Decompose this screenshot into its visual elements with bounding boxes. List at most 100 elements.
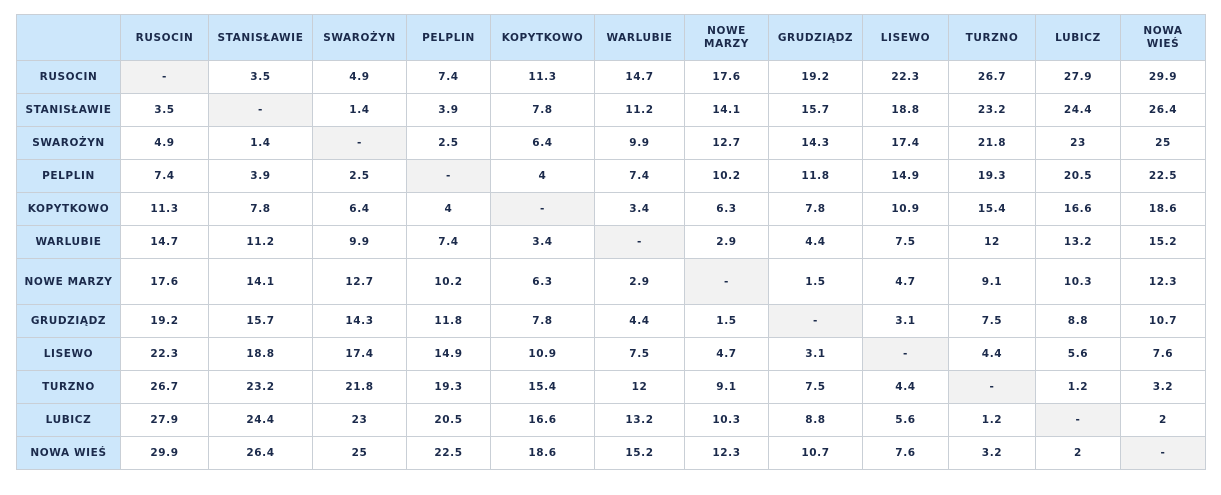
distance-cell: 15.4 — [490, 370, 595, 404]
row-header: LISEWO — [16, 337, 121, 371]
distance-cell: 21.8 — [948, 126, 1036, 160]
table-row: RUSOCIN -3.5 4.9 7.4 11.3 14.7 17.6 19.2 22.3 26.… — [16, 60, 1206, 94]
distance-cell: 15.7 — [208, 304, 313, 338]
row-header: NOWA WIEŚ — [16, 436, 121, 470]
distance-cell: 13.2 — [1035, 225, 1121, 259]
distance-cell: 26.7 — [948, 60, 1036, 94]
distance-cell: 7.4 — [594, 159, 685, 193]
distance-cell: - — [1035, 403, 1121, 437]
column-header: LUBICZ — [1035, 14, 1121, 61]
distance-cell: - — [684, 258, 769, 305]
distance-cell: 7.6 — [862, 436, 949, 470]
table-row: LUBICZ 27.9 24.4 23 20.5 16.6 13.2 10.3 8.8 5.6 1.… — [16, 403, 1206, 437]
distance-cell: 7.8 — [208, 192, 313, 226]
table-row: STANISŁAWIE 3.5-1.4 3.9 7.8 11.2 14.1 15.7 18.8… — [16, 93, 1206, 127]
distance-cell: 2.5 — [406, 126, 491, 160]
distance-cell: 14.9 — [862, 159, 949, 193]
distance-cell: 5.6 — [1035, 337, 1121, 371]
distance-cell: 1.5 — [768, 258, 863, 305]
distance-cell: 22.3 — [120, 337, 209, 371]
column-header: RUSOCIN — [120, 14, 209, 61]
distance-cell: 27.9 — [1035, 60, 1121, 94]
distance-cell: 3.5 — [208, 60, 313, 94]
distance-cell: 15.4 — [948, 192, 1036, 226]
distance-cell: - — [948, 370, 1036, 404]
header-row: RUSOCIN STANISŁAWIE SWAROŻYN PELPLIN KOPYTKO… — [16, 14, 1206, 61]
distance-cell: 4.4 — [862, 370, 949, 404]
distance-cell: 11.8 — [768, 159, 863, 193]
distance-cell: 6.4 — [490, 126, 595, 160]
distance-cell: 25 — [1120, 126, 1206, 160]
distance-cell: 26.4 — [208, 436, 313, 470]
column-header: SWAROŻYN — [312, 14, 407, 61]
distance-cell: 3.5 — [120, 93, 209, 127]
column-header: NOWA WIEŚ — [1120, 14, 1206, 61]
distance-cell: 6.3 — [490, 258, 595, 305]
distance-cell: - — [406, 159, 491, 193]
distance-cell: 7.8 — [768, 192, 863, 226]
distance-cell: 12.7 — [312, 258, 407, 305]
distance-cell: 19.3 — [948, 159, 1036, 193]
distance-cell: 17.6 — [684, 60, 769, 94]
distance-cell: 18.6 — [490, 436, 595, 470]
distance-cell: 10.2 — [684, 159, 769, 193]
distance-cell: 17.6 — [120, 258, 209, 305]
distance-cell: 14.9 — [406, 337, 491, 371]
distance-cell: 27.9 — [120, 403, 209, 437]
distance-cell: 7.8 — [490, 93, 595, 127]
distance-cell: 23.2 — [208, 370, 313, 404]
distance-cell: 23 — [312, 403, 407, 437]
distance-cell: 14.7 — [120, 225, 209, 259]
distance-cell: 12.7 — [684, 126, 769, 160]
column-header-text: NOWE MARZY — [704, 24, 749, 50]
distance-cell: 2.5 — [312, 159, 407, 193]
column-header: TURZNO — [948, 14, 1036, 61]
distance-cell: 23.2 — [948, 93, 1036, 127]
distance-cell: 4 — [406, 192, 491, 226]
distance-cell: 9.1 — [684, 370, 769, 404]
distance-cell: - — [490, 192, 595, 226]
distance-cell: - — [1120, 436, 1206, 470]
distance-cell: 26.7 — [120, 370, 209, 404]
distance-cell: 7.6 — [1120, 337, 1206, 371]
distance-cell: 10.7 — [768, 436, 863, 470]
row-header: STANISŁAWIE — [16, 93, 121, 127]
distance-cell: 22.5 — [406, 436, 491, 470]
distance-table: RUSOCIN STANISŁAWIE SWAROŻYN PELPLIN KOPYTKO… — [16, 14, 1206, 470]
distance-cell: 12.3 — [1120, 258, 1206, 305]
distance-cell: 19.2 — [120, 304, 209, 338]
distance-cell: - — [208, 93, 313, 127]
distance-cell: 4 — [490, 159, 595, 193]
table-body: RUSOCIN -3.5 4.9 7.4 11.3 14.7 17.6 19.2 22.3 26.… — [16, 60, 1206, 470]
distance-cell: 6.4 — [312, 192, 407, 226]
distance-cell: 6.3 — [684, 192, 769, 226]
distance-cell: 14.3 — [768, 126, 863, 160]
distance-cell: 19.2 — [768, 60, 863, 94]
distance-cell: 7.5 — [862, 225, 949, 259]
distance-cell: 8.8 — [1035, 304, 1121, 338]
distance-cell: 12.3 — [684, 436, 769, 470]
distance-cell: 24.4 — [208, 403, 313, 437]
distance-cell: 3.1 — [862, 304, 949, 338]
distance-cell: 1.5 — [684, 304, 769, 338]
distance-cell: 24.4 — [1035, 93, 1121, 127]
distance-cell: 1.2 — [1035, 370, 1121, 404]
distance-cell: 10.9 — [862, 192, 949, 226]
column-header: GRUDZIĄDZ — [768, 14, 863, 61]
distance-cell: - — [768, 304, 863, 338]
distance-cell: 1.4 — [312, 93, 407, 127]
distance-cell: 29.9 — [120, 436, 209, 470]
distance-cell: 29.9 — [1120, 60, 1206, 94]
distance-cell: 7.5 — [948, 304, 1036, 338]
distance-cell: 1.4 — [208, 126, 313, 160]
table-row: NOWE MARZY 17.6 14.1 12.7 10.2 6.3 2.9-1.5 4.7 9… — [16, 258, 1206, 305]
distance-cell: 18.8 — [862, 93, 949, 127]
distance-cell: 4.4 — [594, 304, 685, 338]
distance-cell: 14.1 — [208, 258, 313, 305]
row-header: KOPYTKOWO — [16, 192, 121, 226]
table-row: GRUDZIĄDZ 19.2 15.7 14.3 11.8 7.8 4.4 1.5-3.1 7.… — [16, 304, 1206, 338]
table-row: NOWA WIEŚ 29.9 26.4 25 22.5 18.6 15.2 12.3 10.7 7… — [16, 436, 1206, 470]
distance-cell: - — [594, 225, 685, 259]
